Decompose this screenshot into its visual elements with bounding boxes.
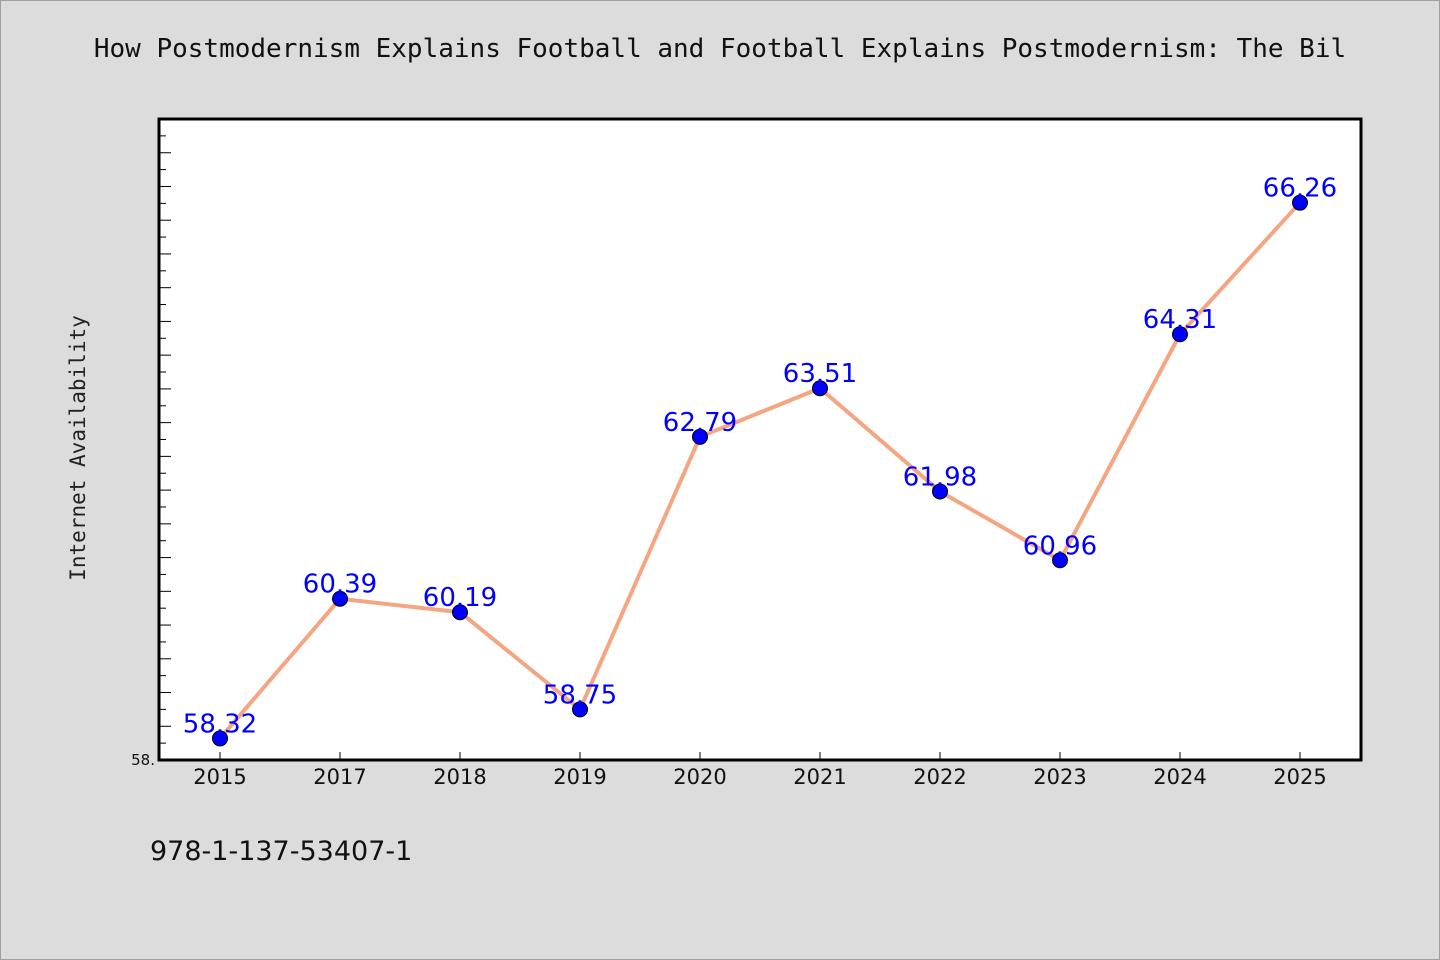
x-tick-label: 2015 (193, 765, 246, 789)
data-label: 63.51 (783, 359, 857, 389)
data-label: 64.31 (1143, 305, 1217, 335)
x-tick-label: 2022 (913, 765, 966, 789)
x-axis-ticks: 2015 2017 2018 2019 2020 2021 2022 2023 2024 2025 (193, 752, 1327, 789)
x-tick-label: 2019 (553, 765, 606, 789)
data-point-marker (1292, 194, 1308, 211)
x-tick-label: 2023 (1033, 765, 1086, 789)
data-label: 60.39 (303, 570, 377, 600)
x-tick-label: 2025 (1273, 765, 1326, 789)
data-label: 61.98 (903, 462, 977, 492)
data-label: 60.19 (423, 583, 497, 613)
series-line-group (218, 201, 1302, 740)
data-point-marker (212, 730, 228, 747)
x-tick-label: 2021 (793, 765, 846, 789)
data-point-marker (812, 380, 828, 397)
x-tick-label: 2020 (673, 765, 726, 789)
x-tick-label: 2017 (313, 765, 366, 789)
data-point-marker (932, 483, 948, 500)
isbn-text: 978-1-137-53407-1 (150, 836, 413, 867)
series-line (218, 201, 1302, 740)
data-point-marker (692, 428, 708, 445)
data-label: 62.79 (663, 408, 737, 438)
markers-group (212, 194, 1308, 747)
data-point-marker (1172, 326, 1188, 343)
x-tick-label: 2024 (1153, 765, 1206, 789)
plot-area (159, 119, 1361, 760)
data-label: 66.26 (1263, 174, 1337, 204)
data-label: 60.96 (1023, 531, 1097, 561)
data-point-marker (1052, 552, 1068, 569)
data-point-marker (572, 701, 588, 718)
data-labels-group: 58.32 60.39 60.19 58.75 62.79 63.51 61.98 60.96… (183, 174, 1337, 740)
y-tick-label: 58. (131, 751, 155, 769)
data-label: 58.32 (183, 709, 257, 739)
x-tick-label: 2018 (433, 765, 486, 789)
data-point-marker (452, 604, 468, 621)
data-point-marker (332, 590, 348, 607)
data-label: 58.75 (543, 680, 617, 710)
chart-title: How Postmodernism Explains Football and … (93, 34, 1347, 64)
plot-border (157, 117, 1363, 762)
